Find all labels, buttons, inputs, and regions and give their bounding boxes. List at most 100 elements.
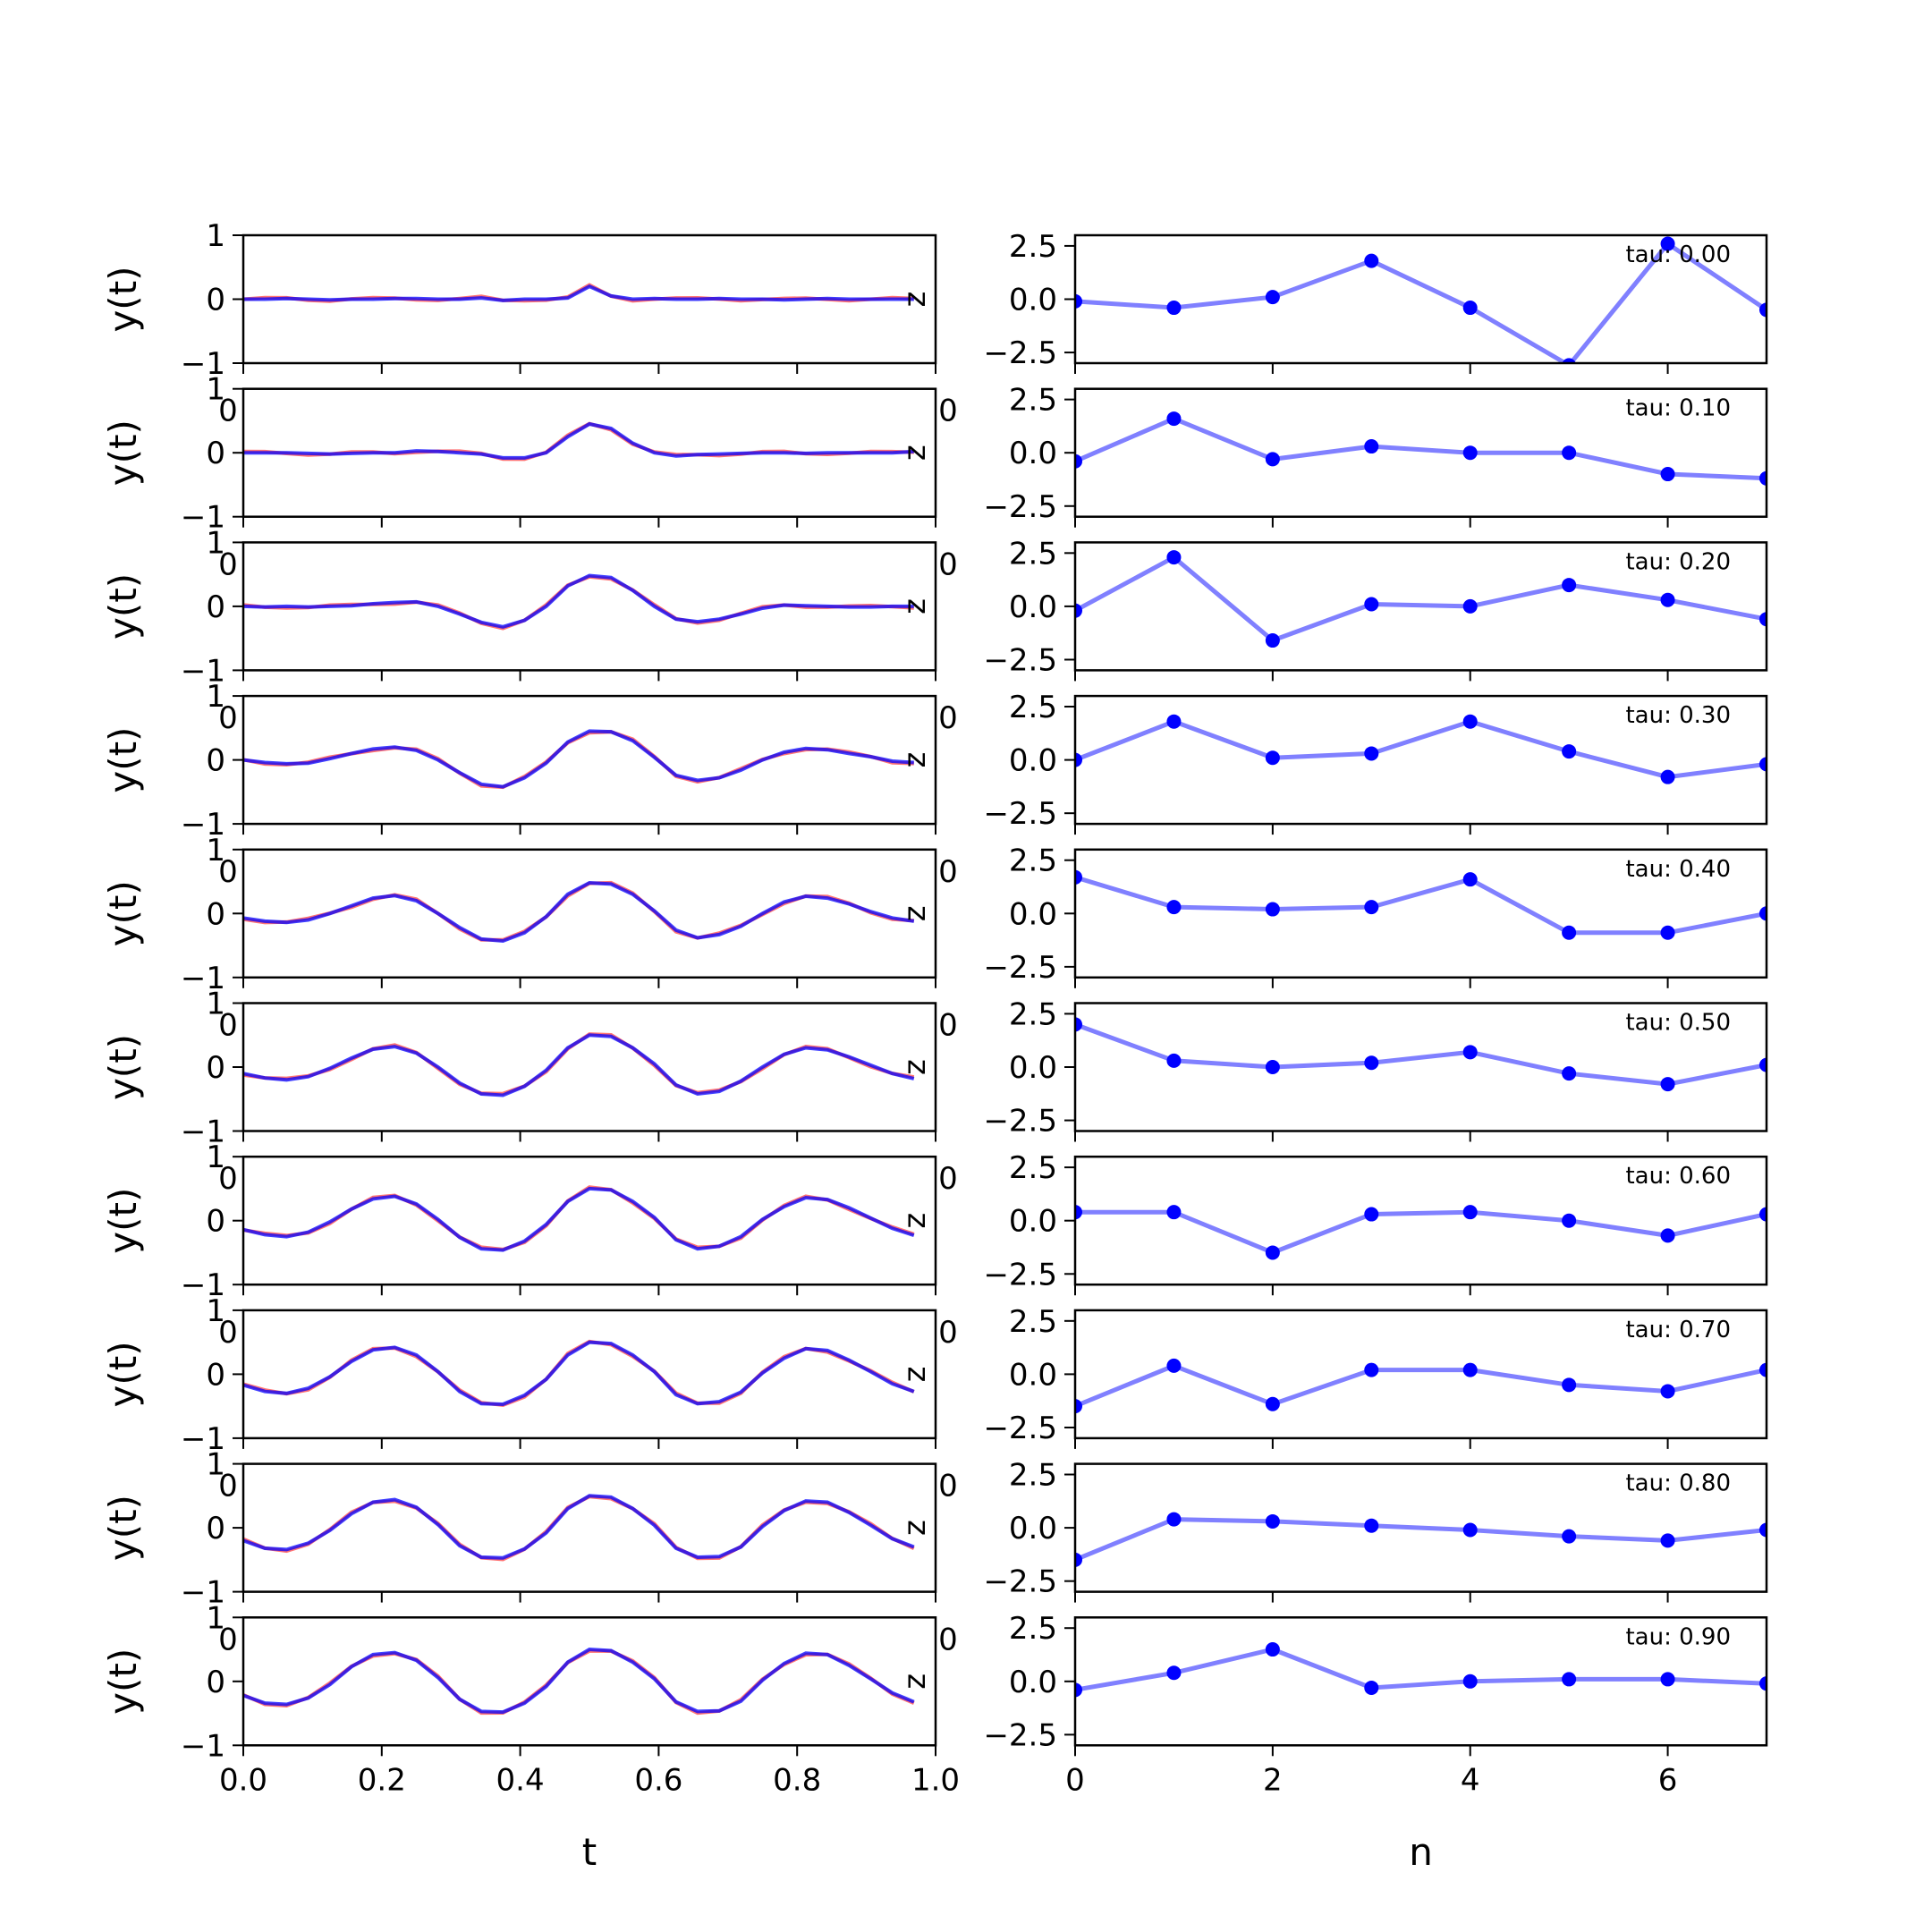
right-ytick-label: 2.5 [1009,1611,1057,1647]
right-ytick-label: 2.5 [1009,383,1057,419]
right-panel-9: 0 2 4 6 −2.5 0.0 2.5 tau: 0.90 [983,1611,1768,1798]
right-series-point [1075,869,1082,885]
left-ytick-label: −1 [181,1114,225,1150]
right-series-point [1075,1552,1082,1567]
right-xtick-label: 2 [1263,1762,1283,1798]
stray-zero-left: 0 [218,700,238,736]
left-ylabel: y(t) [101,1495,145,1561]
right-series-point [1462,872,1478,887]
left-panel-frame [242,694,937,826]
left-panel-frame [242,1155,937,1286]
left-blue-series-line [243,1340,915,1407]
right-ytick-label: −2.5 [983,1411,1057,1446]
right-series-point [1759,906,1767,921]
right-panel-1: −2.5 0.0 2.5 tau: 0.10 [983,383,1768,528]
left-red-series-line [243,1495,915,1562]
right-panel-frame [1073,694,1768,826]
left-ytick-label: −1 [181,653,225,689]
stray-zero-mid: 0 [938,700,958,736]
right-panel-frame [1073,1002,1768,1132]
stray-zero-mid: 0 [938,394,958,429]
left-ylabel: y(t) [101,1648,145,1715]
right-panel-7: −2.5 0.0 2.5 tau: 0.70 [983,1304,1768,1449]
right-panel-frame [1073,233,1768,365]
left-ytick-label: −1 [181,807,225,843]
right-series-point [1660,769,1675,784]
left-ytick-label: −1 [181,346,225,382]
left-red-series-line [243,730,914,790]
right-series-point [1462,445,1478,461]
right-series-point [1364,1055,1379,1071]
right-ytick-label: 0.0 [1009,589,1057,625]
tau-label: tau: 0.00 [1625,242,1731,268]
right-series-line [1075,1363,1767,1409]
stray-z-glyph: z [897,1520,933,1536]
right-series-point [1759,1057,1767,1072]
tau-label: tau: 0.80 [1625,1470,1731,1497]
right-panel-frame [1073,1309,1768,1440]
left-ytick-label: 0 [206,436,225,471]
left-ytick-label: 0 [206,1204,225,1240]
left-panel-frame [242,1616,937,1747]
right-ytick-label: 0.0 [1009,283,1057,318]
right-series-point [1166,1358,1182,1373]
right-series-point [1759,302,1767,318]
right-series-point [1265,750,1280,766]
right-series-point [1075,1017,1082,1032]
right-ytick-label: −2.5 [983,950,1057,986]
right-series-point [1075,1399,1082,1414]
stray-zero-left: 0 [218,1469,238,1504]
right-series-point [1166,1512,1182,1527]
right-ytick-label: 0.0 [1009,743,1057,779]
right-series-point [1759,1362,1767,1377]
tau-label: tau: 0.10 [1625,395,1731,422]
left-red-series-line [243,1648,915,1716]
stray-zero-left: 0 [218,1161,238,1197]
right-series-line [1075,1647,1767,1692]
right-series-point [1265,1060,1280,1074]
left-blue-series-line [243,421,914,460]
left-panel-frame [242,1462,937,1593]
right-series-point [1364,439,1379,454]
right-series-point [1265,1245,1280,1260]
right-xtick-label: 4 [1461,1762,1480,1798]
right-series-line [1075,416,1767,481]
right-series-point [1660,1672,1675,1687]
left-panel-frame [242,1002,937,1132]
left-blue-series-line [243,880,915,944]
stray-z-glyph: z [897,1059,933,1075]
left-ytick-label: 1 [206,525,225,561]
right-series-point [1364,1362,1379,1377]
right-ytick-label: −2.5 [983,1717,1057,1753]
right-ytick-label: 0.0 [1009,1050,1057,1086]
stray-zero-left: 0 [218,1008,238,1044]
right-xtick-label: 0 [1065,1762,1085,1798]
right-series-point [1759,470,1767,486]
right-series-point [1660,925,1675,940]
right-series-point [1462,1362,1478,1377]
right-ytick-label: −2.5 [983,1257,1057,1292]
left-ylabel: y(t) [101,573,145,640]
stray-zero-left: 0 [218,1315,238,1351]
right-series-point [1364,253,1379,268]
right-ytick-label: 2.5 [1009,1458,1057,1494]
right-series-point [1075,453,1082,469]
tau-label: tau: 0.60 [1625,1163,1731,1190]
right-series-point [1660,467,1675,482]
left-ytick-label: 0 [206,743,225,779]
right-series-point [1462,301,1478,316]
right-series-point [1660,236,1675,251]
right-series-line [1075,1209,1767,1256]
stray-zero-mid: 0 [938,1008,958,1044]
stray-zero-mid: 0 [938,547,958,582]
left-blue-series-line [243,1494,915,1560]
left-ylabel: y(t) [101,880,145,946]
right-series-point [1462,1045,1478,1060]
left-ytick-label: 1 [206,1140,225,1175]
